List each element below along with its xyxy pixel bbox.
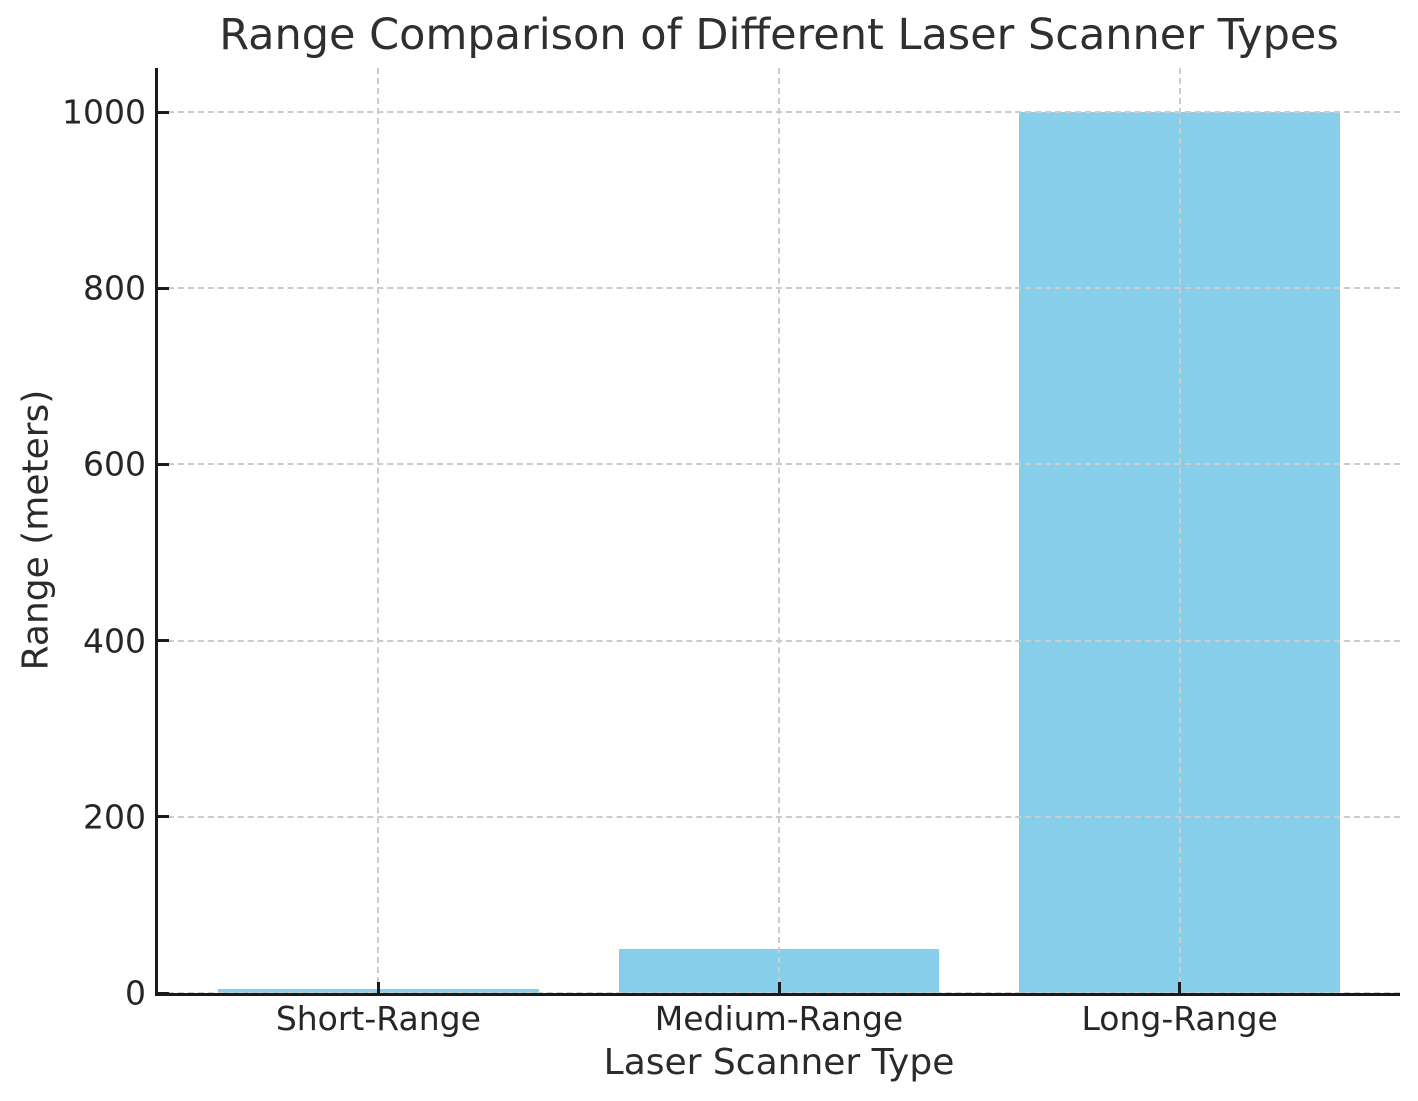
gridline-x-short-range (377, 68, 380, 993)
x-tick-label-medium-range: Medium-Range (654, 999, 904, 1038)
y-tick-0 (158, 991, 169, 995)
y-tick-label-200: 200 (83, 797, 146, 837)
x-tick-medium-range (777, 982, 781, 993)
x-axis-label: Laser Scanner Type (603, 1042, 955, 1083)
plot-area (155, 68, 1400, 996)
y-axis-spine (155, 68, 158, 996)
y-tick-1000 (158, 110, 169, 114)
y-tick-label-800: 800 (83, 268, 146, 308)
y-tick-label-1000: 1000 (62, 92, 146, 132)
y-tick-label-600: 600 (83, 444, 146, 484)
y-tick-label-400: 400 (83, 621, 146, 661)
x-tick-label-long-range: Long-Range (1081, 999, 1278, 1038)
y-tick-200 (158, 815, 169, 819)
y-tick-800 (158, 286, 169, 290)
chart-title: Range Comparison of Different Laser Scan… (219, 10, 1339, 60)
x-tick-label-short-range: Short-Range (275, 999, 481, 1038)
x-tick-long-range (1178, 982, 1182, 993)
y-tick-400 (158, 639, 169, 643)
x-axis-spine (155, 993, 1400, 996)
y-tick-label-0: 0 (125, 973, 146, 1013)
gridline-x-medium-range (778, 68, 780, 993)
x-tick-short-range (376, 982, 380, 993)
y-tick-600 (158, 462, 169, 466)
gridline-x-long-range (1178, 68, 1181, 993)
